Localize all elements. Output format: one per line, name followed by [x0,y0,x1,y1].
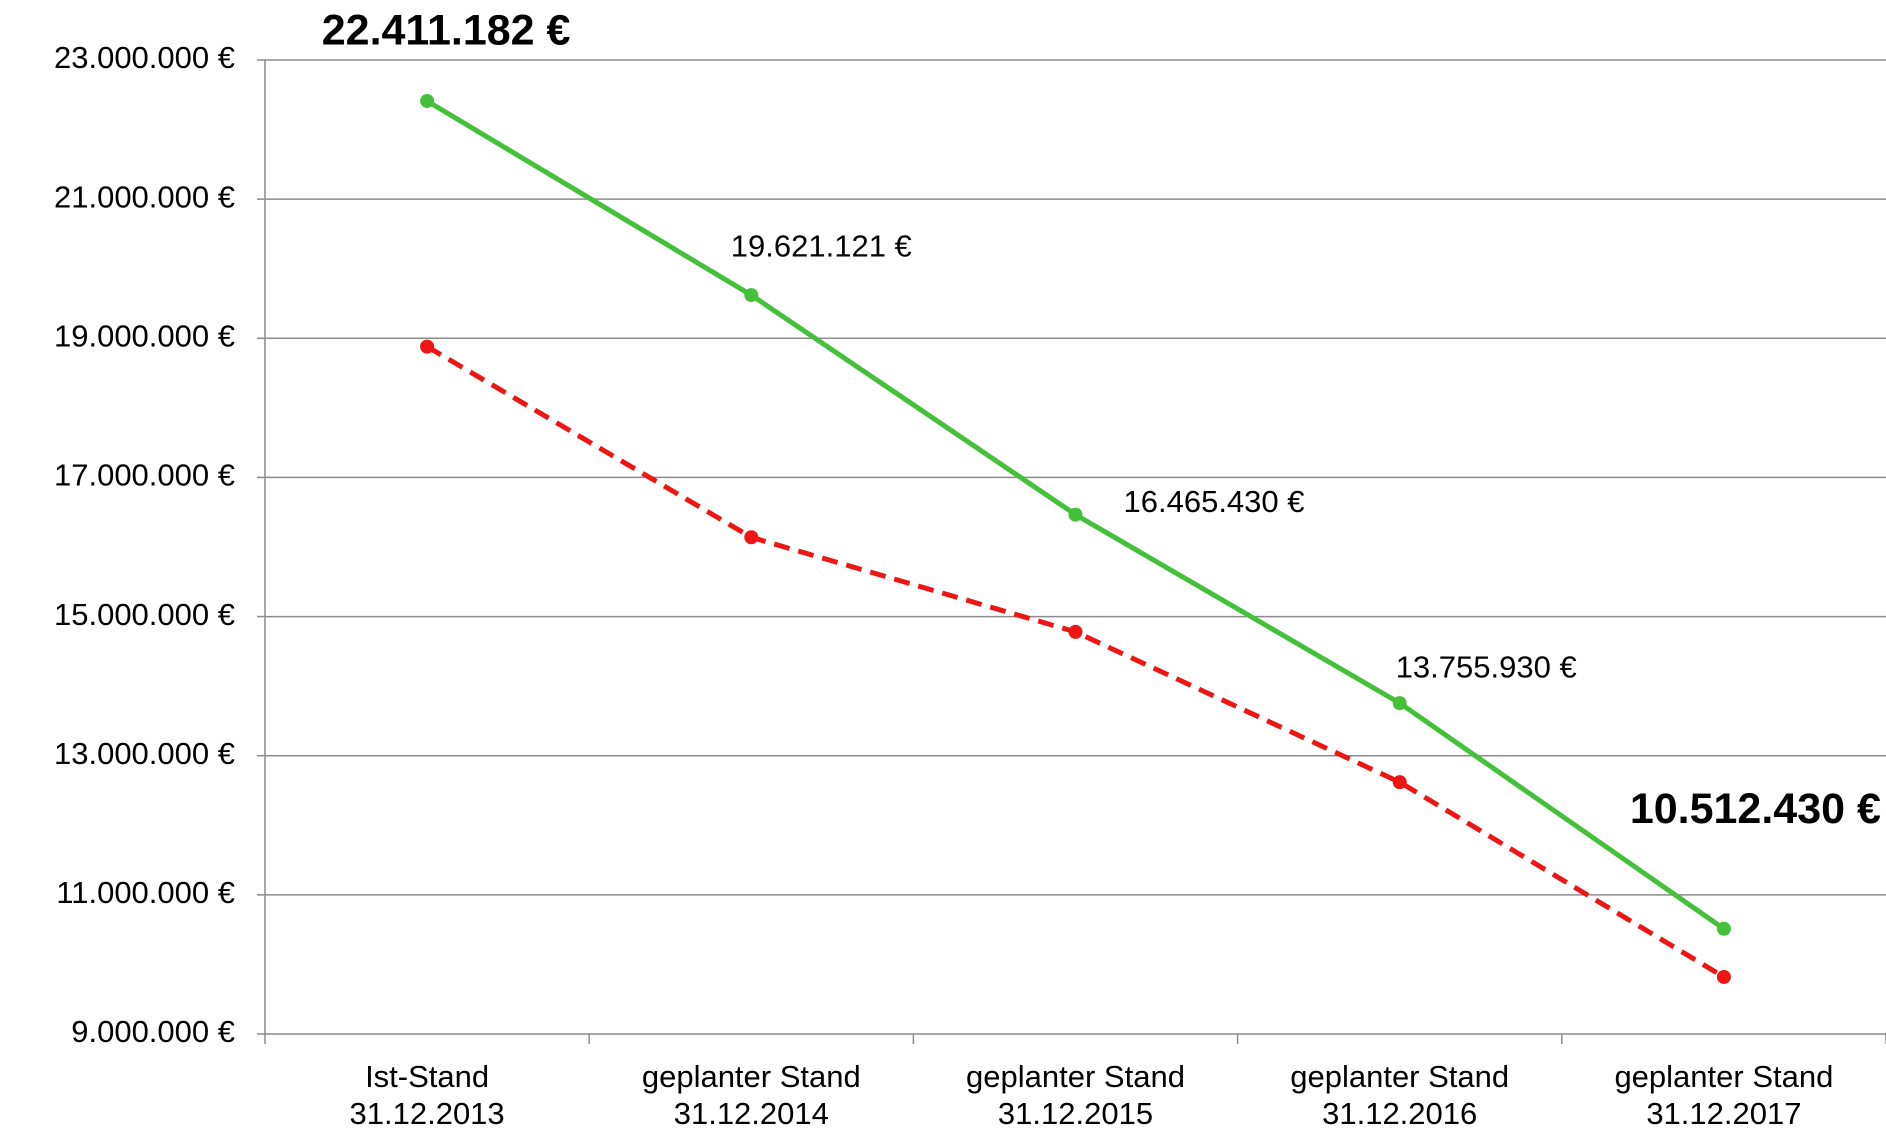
y-tick-label: 13.000.000 € [54,736,235,771]
data-label: 16.465.430 € [1124,484,1305,519]
data-point [1716,969,1731,984]
x-tick-label: 31.12.2017 [1646,1096,1801,1131]
x-tick-label: geplanter Stand [642,1059,861,1094]
x-tick-label: geplanter Stand [966,1059,1185,1094]
data-point [1392,696,1407,711]
data-label: 10.512.430 € [1630,785,1881,833]
x-tick-label: geplanter Stand [1614,1059,1833,1094]
data-point [1068,507,1083,522]
data-point [420,93,435,108]
x-tick-label: 31.12.2013 [350,1096,505,1131]
y-tick-label: 15.000.000 € [54,597,235,632]
y-tick-label: 23.000.000 € [54,40,235,75]
data-point [744,288,759,303]
data-point [420,339,435,354]
y-tick-label: 21.000.000 € [54,179,235,214]
data-label: 19.621.121 € [731,228,912,263]
y-tick-label: 9.000.000 € [71,1014,235,1049]
data-point [744,530,759,545]
data-label: 22.411.182 € [322,6,571,54]
x-tick-label: 31.12.2015 [998,1096,1153,1131]
data-point [1716,921,1731,936]
y-tick-label: 11.000.000 € [56,875,235,910]
y-tick-label: 17.000.000 € [54,458,235,493]
x-tick-label: geplanter Stand [1290,1059,1509,1094]
x-tick-label: 31.12.2014 [674,1096,829,1131]
data-point [1392,775,1407,790]
x-tick-label: 31.12.2016 [1322,1096,1477,1131]
data-label: 13.755.930 € [1396,649,1577,684]
y-tick-label: 19.000.000 € [54,318,235,353]
data-point [1068,624,1083,639]
x-tick-label: Ist-Stand [365,1059,489,1094]
